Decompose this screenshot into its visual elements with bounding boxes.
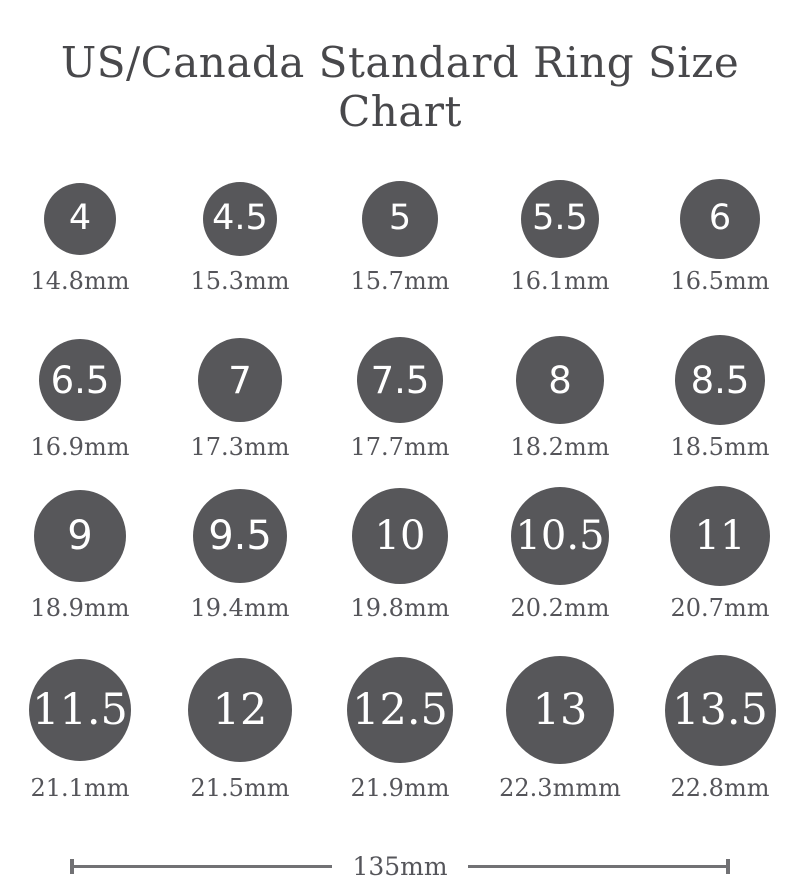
diameter-label: 18.2mm [510,433,610,461]
ring-circle: 9 [34,489,126,582]
ring-size-cell: 8.5 18.5mm [640,335,800,461]
ring-size-cell: 9.5 19.4mm [160,485,320,622]
ring-size-cell: 10.5 20.2mm [480,485,640,622]
diameter-label: 17.3mm [190,433,290,461]
ring-circle: 12 [188,658,292,762]
diameter-label: 21.5mm [190,774,290,802]
ring-size-cell: 9 18.9mm [0,485,160,622]
ring-circle: 11.5 [29,659,131,761]
ring-circle: 8.5 [675,335,765,425]
diameter-label: 20.7mm [670,594,770,622]
chart-row-1: 4 14.8mm 4.5 15.3mm 5 15.7mm 5.5 16.1mm … [0,178,800,295]
scale-bar-label: 135mm [352,852,448,881]
ring-circle: 4 [44,182,116,255]
ring-circle: 5.5 [521,179,599,258]
ring-circle: 5 [362,180,438,257]
ring-circle: 9.5 [193,488,287,583]
ring-size-chart: 4 14.8mm 4.5 15.3mm 5 15.7mm 5.5 16.1mm … [0,178,800,802]
ring-size-cell: 4 14.8mm [0,178,160,295]
ring-circle: 7 [198,338,282,422]
scale-bar-right-tick [726,859,731,874]
ring-size-cell: 4.5 15.3mm [160,178,320,295]
ring-circle: 6.5 [39,339,121,421]
ring-size-cell: 5 15.7mm [320,178,480,295]
diameter-label: 15.3mm [190,267,290,295]
ring-size-cell: 12.5 21.9mm [320,654,480,802]
ring-size-cell: 7.5 17.7mm [320,335,480,461]
ring-circle: 4.5 [203,181,277,256]
page-title: US/Canada Standard Ring Size Chart [60,38,740,136]
scale-bar-right-line [467,865,727,868]
ring-size-cell: 6.5 16.9mm [0,335,160,461]
diameter-label: 16.9mm [30,433,130,461]
diameter-label: 22.8mm [670,774,770,802]
ring-size-cell: 10 19.8mm [320,485,480,622]
diameter-label: 21.1mm [30,774,130,802]
ring-size-cell: 13.5 22.8mm [640,654,800,802]
ring-circle: 10.5 [511,486,609,585]
scale-bar-left-line [74,865,333,868]
ring-size-cell: 6 16.5mm [640,178,800,295]
chart-row-2: 6.5 16.9mm 7 17.3mm 7.5 17.7mm 8 18.2mm … [0,335,800,461]
ring-circle: 7.5 [357,337,443,423]
ring-size-cell: 8 18.2mm [480,335,640,461]
ring-circle: 13.5 [664,654,776,766]
ring-size-cell: 5.5 16.1mm [480,178,640,295]
ring-circle: 13 [506,656,614,764]
diameter-label: 19.4mm [190,594,290,622]
diameter-label: 18.5mm [670,433,770,461]
diameter-label: 14.8mm [30,267,130,295]
diameter-label: 21.9mm [350,774,450,802]
ring-size-cell: 12 21.5mm [160,654,320,802]
ring-circle: 10 [352,487,448,584]
ring-size-cell: 7 17.3mm [160,335,320,461]
ring-size-cell: 11.5 21.1mm [0,654,160,802]
scale-bar: 135mm [70,852,731,881]
ring-circle: 11 [670,485,770,586]
ring-size-cell: 13 22.3mmm [480,654,640,802]
diameter-label: 19.8mm [350,594,450,622]
ring-circle: 6 [680,178,760,259]
ring-circle: 12.5 [347,657,453,763]
diameter-label: 18.9mm [30,594,130,622]
diameter-label: 15.7mm [350,267,450,295]
chart-row-3: 9 18.9mm 9.5 19.4mm 10 19.8mm 10.5 20.2m… [0,485,800,622]
diameter-label: 17.7mm [350,433,450,461]
diameter-label: 16.1mm [510,267,610,295]
diameter-label: 16.5mm [670,267,770,295]
ring-circle: 8 [516,336,604,424]
chart-row-4: 11.5 21.1mm 12 21.5mm 12.5 21.9mm 13 22.… [0,654,800,802]
diameter-label: 22.3mmm [499,774,621,802]
diameter-label: 20.2mm [510,594,610,622]
ring-size-cell: 11 20.7mm [640,485,800,622]
